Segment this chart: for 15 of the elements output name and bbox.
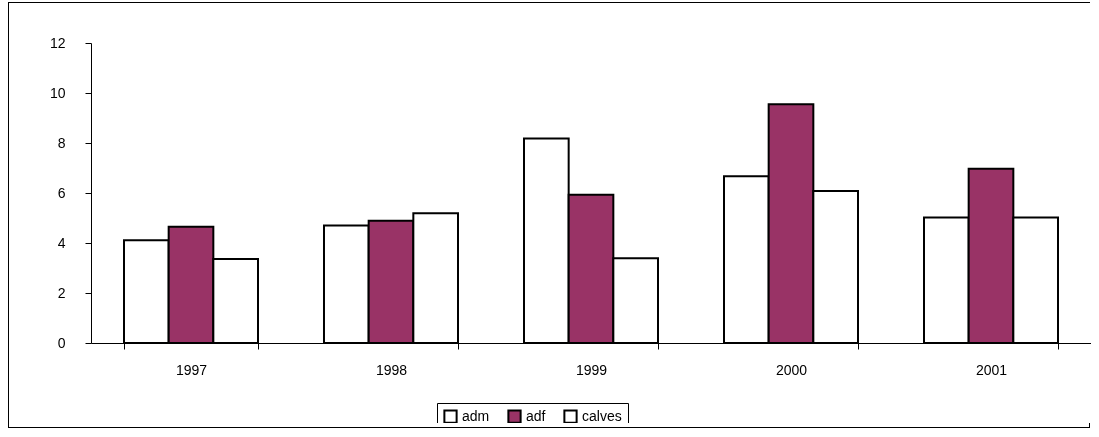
x-tick-label: 2001	[975, 361, 1008, 378]
x-tick-label: 1997	[175, 361, 208, 378]
y-tick-label: 10	[49, 84, 66, 101]
y-tick-label: 0	[57, 334, 66, 351]
legend-label: adm	[462, 407, 490, 424]
y-tick-label: 12	[49, 34, 66, 51]
x-tick-label: 1998	[375, 361, 408, 378]
x-tick-label: 1999	[575, 361, 608, 378]
y-tick-label: 2	[57, 284, 66, 301]
x-tick-label: 2000	[775, 361, 808, 378]
y-tick-label: 6	[57, 184, 66, 201]
y-tick-label: 8	[57, 134, 66, 151]
legend-label: calves	[582, 407, 622, 424]
legend-label: adf	[526, 407, 546, 424]
y-tick-label: 4	[57, 234, 66, 251]
